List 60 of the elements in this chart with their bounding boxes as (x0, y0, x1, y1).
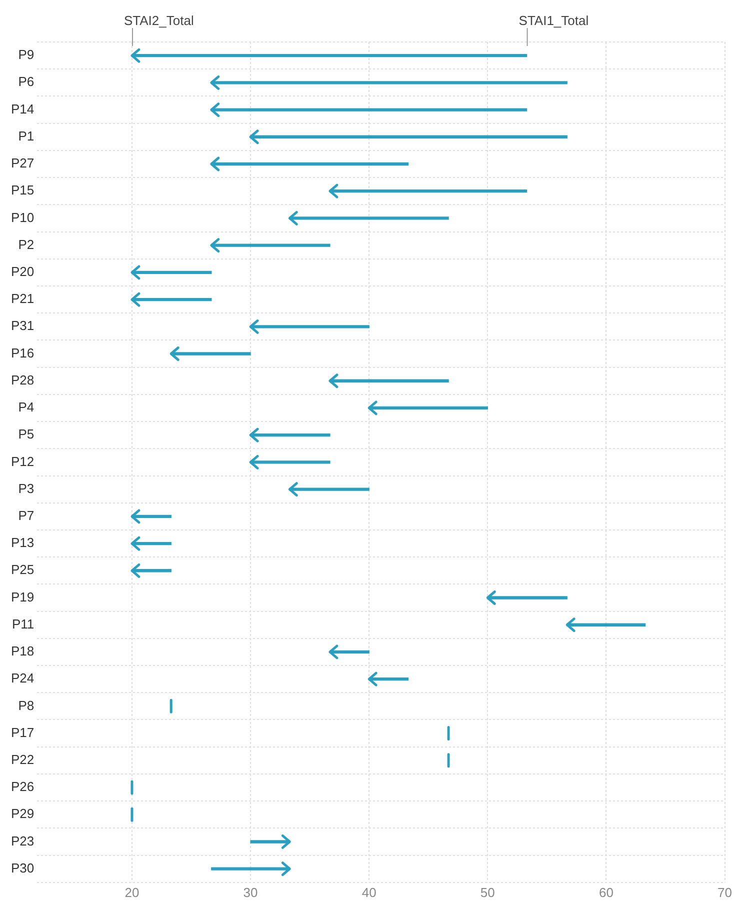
bar (250, 434, 330, 437)
y-tick-label: P26 (10, 779, 34, 794)
y-tick-label: P19 (10, 589, 34, 604)
y-tick-label: P29 (10, 806, 34, 822)
x-tick-label: 70 (718, 884, 732, 900)
y-tick-label: P6 (18, 74, 34, 90)
y-tick-label: P25 (10, 562, 34, 578)
bar (250, 840, 290, 844)
bar (330, 379, 449, 382)
y-tick-label: P14 (10, 101, 34, 116)
y-tick-label: P11 (12, 616, 34, 632)
y-tick-label: P21 (10, 291, 34, 306)
bar (289, 216, 449, 220)
y-tick-label: P3 (18, 480, 34, 496)
bar (566, 623, 646, 626)
y-tick-label: P20 (10, 264, 34, 280)
bar (211, 867, 290, 870)
bar (250, 460, 330, 464)
bar (487, 596, 568, 600)
y-tick-label: P7 (18, 508, 34, 523)
y-tick-label: P9 (18, 47, 34, 62)
y-tick-label: P30 (10, 860, 34, 876)
bar (211, 244, 330, 247)
bar (211, 162, 409, 166)
bar (368, 406, 488, 410)
y-tick-label: P18 (10, 644, 34, 659)
y-tick-label: P2 (18, 236, 34, 252)
x-tick-label: 20 (124, 884, 140, 900)
y-tick-label: P16 (10, 345, 34, 360)
bar (132, 298, 212, 302)
y-tick-label: P1 (18, 128, 34, 144)
x-tick-label: 60 (598, 884, 614, 900)
bar (250, 135, 568, 138)
annotation: STAI1_Total (518, 13, 589, 28)
y-tick-label: P13 (10, 535, 34, 550)
y-tick-label: P4 (18, 400, 34, 415)
bar (250, 325, 370, 328)
y-tick-label: P17 (10, 724, 34, 740)
y-tick-label: P8 (18, 698, 34, 713)
bar (132, 54, 528, 58)
bar (211, 81, 568, 84)
annotation: STAI2_Total (124, 13, 194, 28)
bar (289, 488, 370, 491)
y-tick-label: P31 (10, 318, 34, 334)
bar (211, 108, 528, 112)
y-tick-label: P24 (10, 670, 34, 686)
x-tick-label: 50 (480, 884, 495, 900)
y-tick-label: P22 (10, 752, 34, 767)
y-tick-label: P28 (10, 372, 34, 388)
x-tick-label: 40 (362, 884, 376, 900)
y-tick-label: P15 (10, 182, 34, 198)
bar (170, 352, 251, 356)
y-tick-label: P12 (10, 454, 34, 469)
y-tick-label: P5 (18, 426, 34, 442)
y-tick-label: P23 (10, 833, 34, 848)
bar (330, 190, 528, 193)
x-tick-label: 30 (243, 884, 258, 900)
y-tick-label: P10 (10, 210, 34, 225)
bar (132, 270, 212, 274)
y-tick-label: P27 (10, 156, 34, 171)
